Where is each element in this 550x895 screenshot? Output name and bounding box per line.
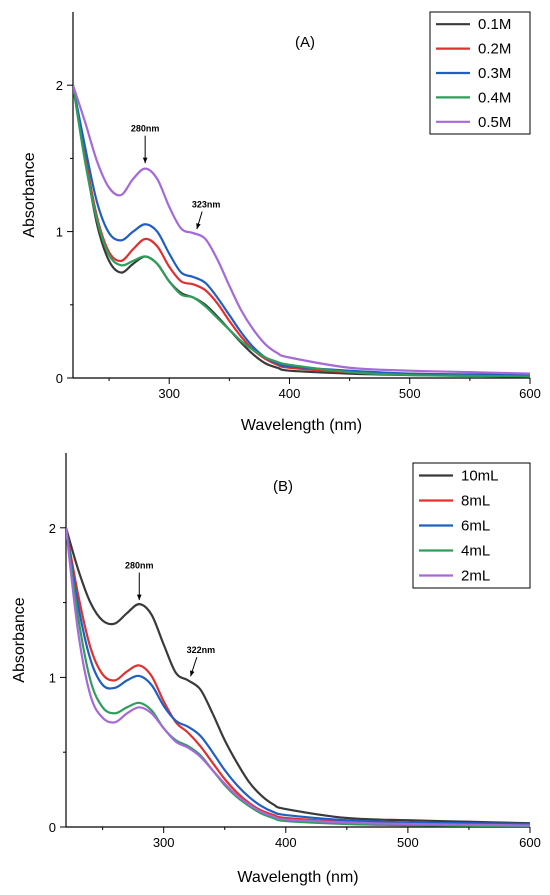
chart-b-series-line-4ml: [66, 527, 530, 827]
chart-a-panel-label: (A): [295, 34, 315, 51]
chart-a-series-line-0.2m: [73, 85, 530, 377]
chart-b-legend-label: 4mL: [461, 543, 490, 560]
chart-a-x-tick-label: 400: [279, 386, 301, 401]
chart-a-x-axis-title: Wavelength (nm): [241, 417, 362, 434]
chart-b: 300 400 500 600 0 1 2 Wavelength (nm) Absorbance…: [11, 453, 541, 886]
chart-b-legend-label: 10mL: [461, 468, 499, 485]
chart-b-y-tick-label: 2: [49, 521, 56, 536]
chart-b-x-tick-label: 500: [397, 835, 419, 850]
chart-a-annotation-label: 323nm: [192, 199, 221, 209]
chart-b-legend-label: 2mL: [461, 568, 490, 585]
chart-b-series-line-10ml: [66, 527, 530, 825]
chart-a-series-line-0.4m: [73, 85, 530, 378]
chart-b-annotation-arrow-head: [190, 670, 195, 677]
chart-a-y-axis-title: Absorbance: [21, 152, 38, 237]
chart-a-y-tick-label: 1: [56, 225, 63, 240]
chart-b-annotation-label: 280nm: [125, 561, 154, 571]
chart-a-legend-label: 0.5M: [478, 114, 511, 131]
chart-b-y-axis-title: Absorbance: [11, 597, 28, 682]
chart-b-x-axis-title: Wavelength (nm): [237, 869, 358, 886]
chart-a-series-line-0.5m: [73, 84, 530, 375]
chart-a-annotation-label: 280nm: [131, 124, 160, 134]
chart-b-legend-label: 6mL: [461, 518, 490, 535]
chart-a-y-tick-label: 0: [56, 371, 63, 386]
chart-a-x-tick-label: 600: [519, 386, 541, 401]
chart-a-legend-label: 0.4M: [478, 89, 511, 106]
chart-a-legend: 0.1M 0.2M 0.3M 0.4M 0.5M: [429, 11, 531, 135]
chart-b-y-tick-label: 1: [49, 670, 56, 685]
chart-b-annotation-label: 322nm: [187, 645, 216, 655]
chart-b-series-line-2ml: [66, 527, 530, 827]
chart-b-legend: 10mL 8mL 6mL 4mL 2mL: [412, 462, 531, 589]
chart-a-x-tick-label: 500: [399, 386, 421, 401]
chart-b-x-tick-label: 600: [519, 835, 541, 850]
chart-a-x-tick-label: 300: [158, 386, 180, 401]
chart-a-legend-label: 0.3M: [478, 65, 511, 82]
chart-a-annotation-arrow-head: [196, 223, 201, 230]
chart-b-series-line-6ml: [66, 527, 530, 826]
chart-a-series-line-0.1m: [73, 85, 530, 378]
chart-a-legend-label: 0.2M: [478, 41, 511, 58]
chart-a: 300 400 500 600 0 1 2 Wavelength (nm) Absorbance…: [21, 11, 541, 434]
chart-b-annotation-arrow-head: [136, 594, 142, 601]
chart-b-series-line-8ml: [66, 527, 530, 826]
chart-a-y-tick-label: 2: [56, 78, 63, 93]
chart-a-annotation-arrow-head: [142, 157, 148, 164]
chart-b-x-tick-label: 300: [153, 835, 175, 850]
chart-b-x-tick-label: 400: [275, 835, 297, 850]
chart-b-legend-label: 8mL: [461, 493, 490, 510]
chart-b-y-tick-label: 0: [49, 820, 56, 835]
chart-a-legend-label: 0.1M: [478, 16, 511, 33]
chart-b-panel-label: (B): [273, 478, 293, 495]
